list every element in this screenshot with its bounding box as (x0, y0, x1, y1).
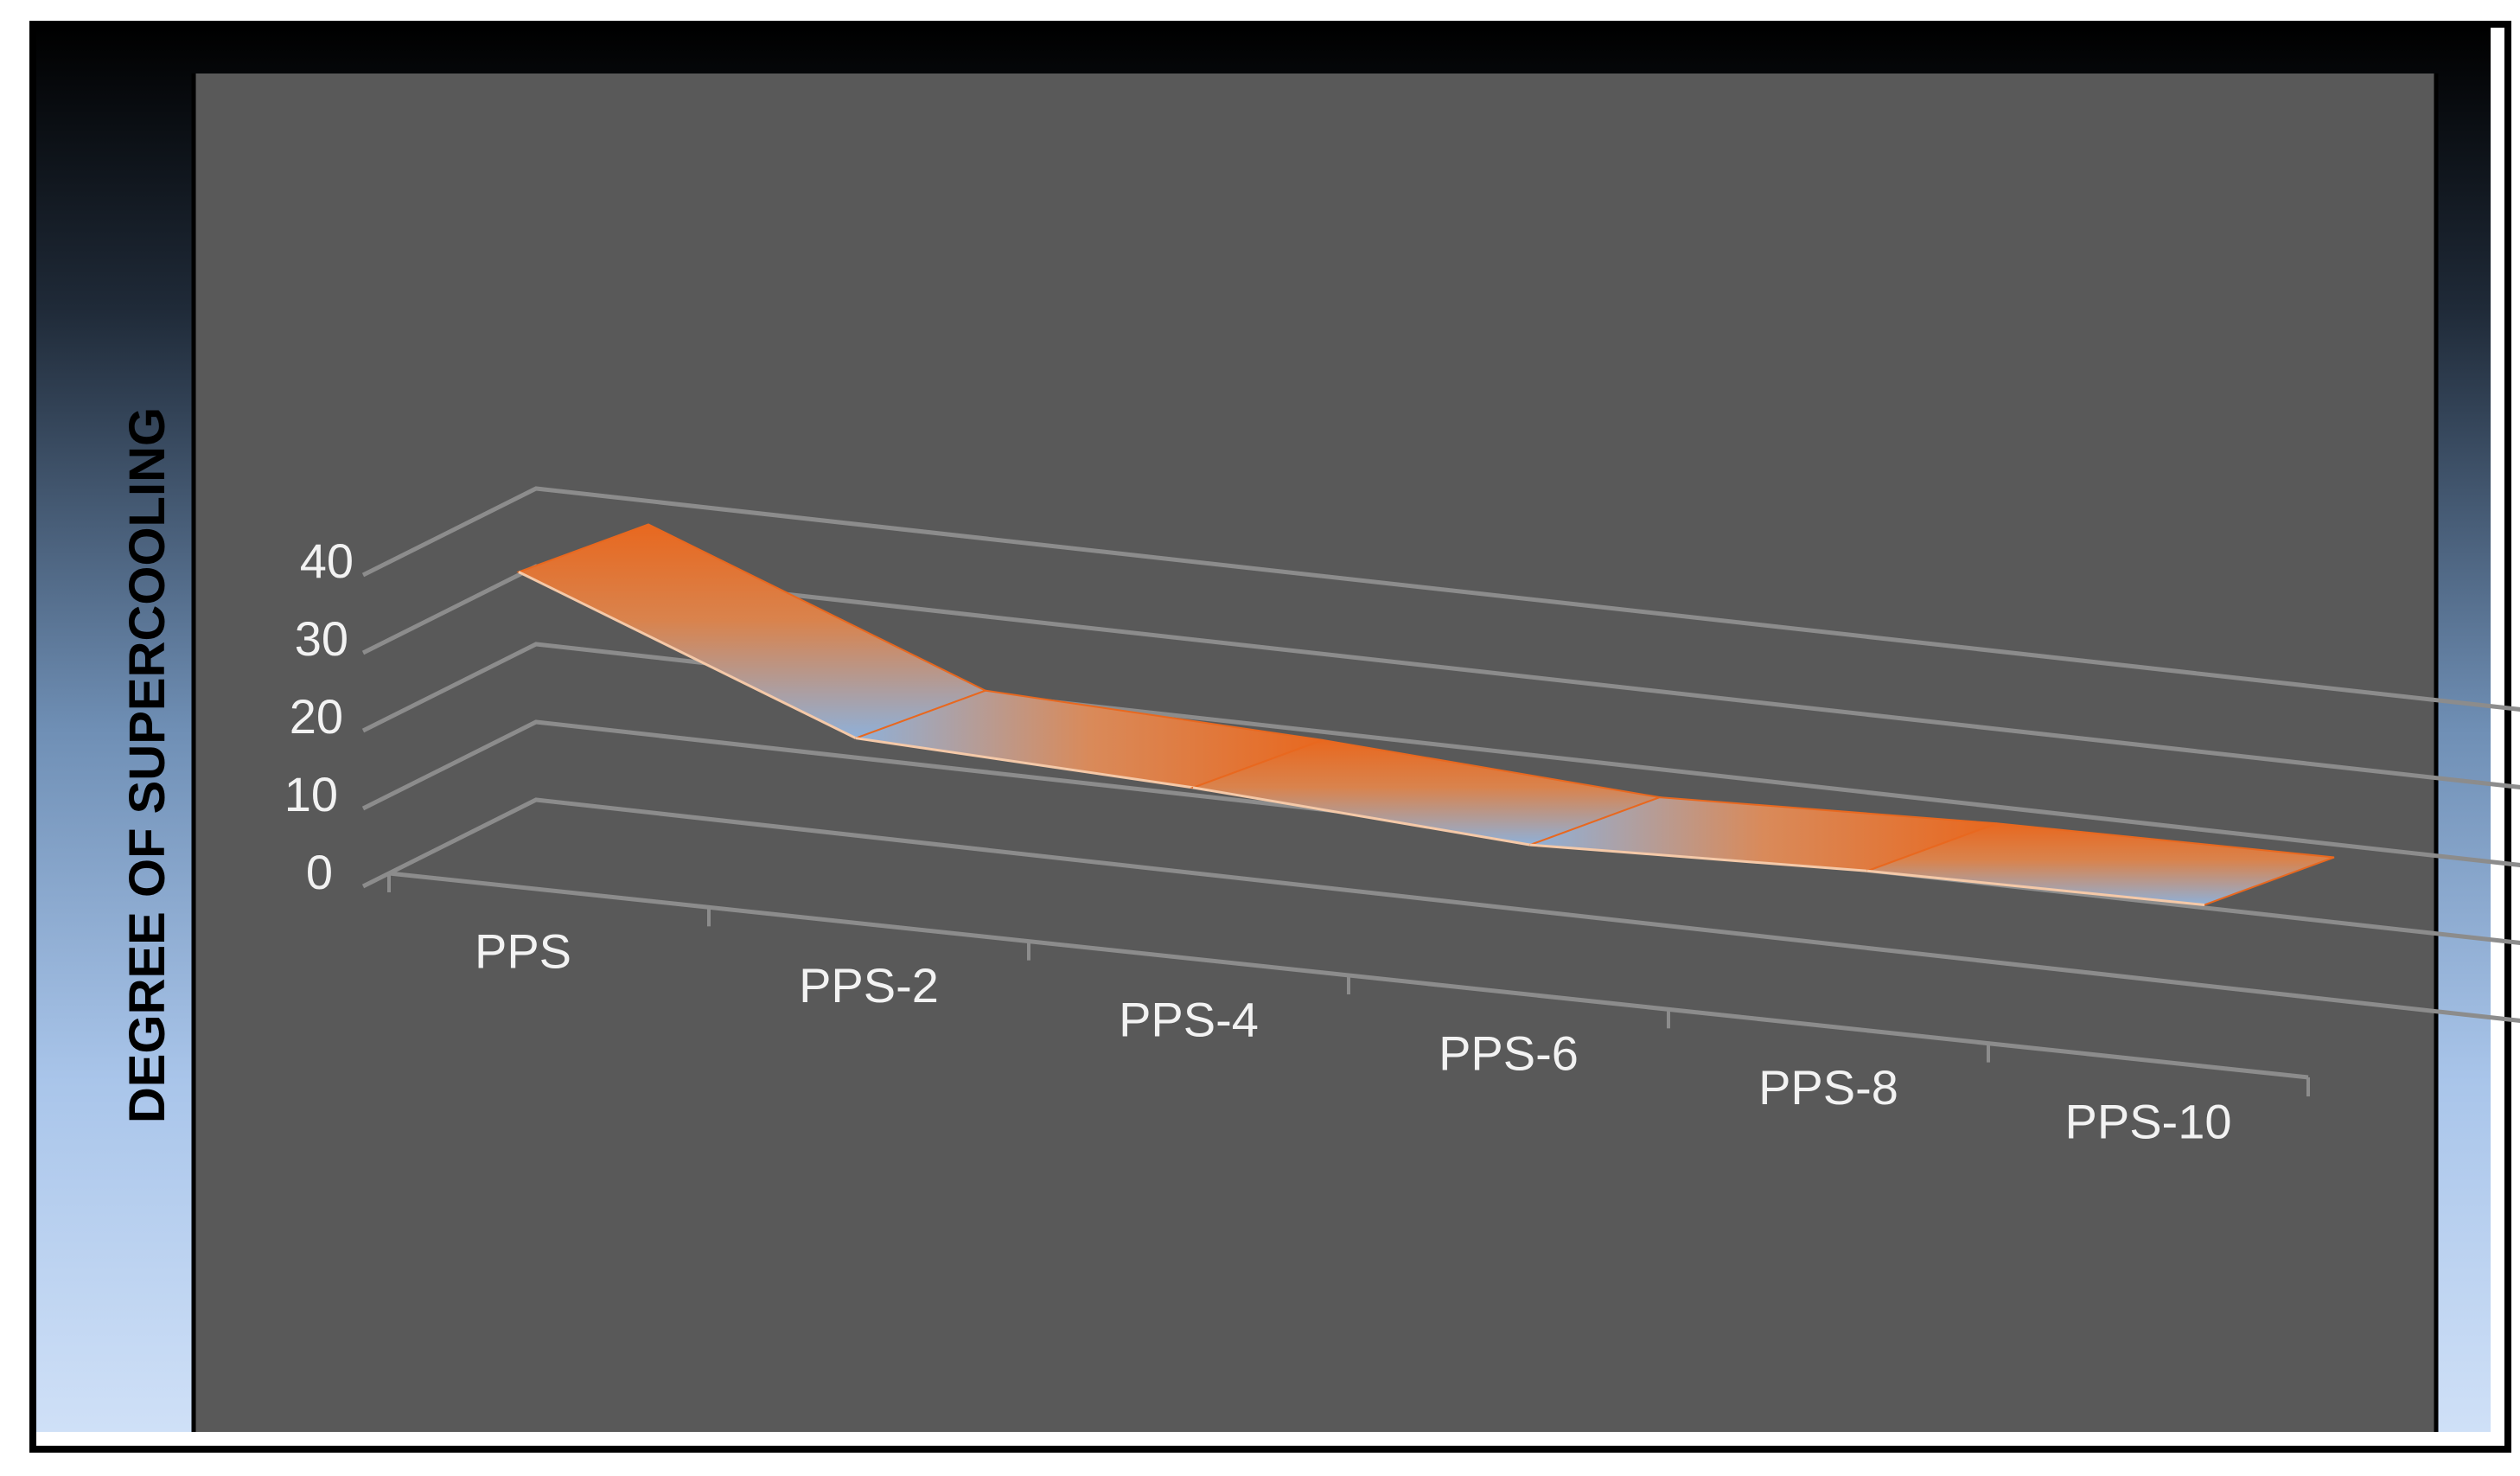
x-tick-label: PPS-4 (1119, 992, 1259, 1046)
ribbon-edge (1192, 786, 1531, 847)
ribbon-edge (1529, 843, 1868, 872)
ribbon-edge (1866, 869, 2205, 906)
x-tick-label: PPS-10 (2065, 1094, 2232, 1148)
y-tick-labels: 0 10 20 30 40 (284, 534, 354, 899)
y-tick-label: 30 (295, 611, 348, 666)
y-tick-label: 20 (290, 689, 343, 744)
ribbon-edge (855, 737, 1194, 789)
x-tick-label: PPS-2 (799, 958, 939, 1013)
ribbon-edge (518, 571, 857, 740)
x-tick-label: PPS-6 (1439, 1026, 1579, 1081)
x-tick-labels: PPS PPS-2 PPS-4 PPS-6 PPS-8 PPS-10 (475, 924, 2232, 1149)
gridline (361, 486, 2520, 712)
x-tick-label: PPS-8 (1758, 1060, 1898, 1115)
y-axis-label: DEGREE OF SUPERCOOLING (119, 407, 175, 1123)
data-ribbon (516, 523, 2335, 906)
y-tick-label: 10 (284, 767, 338, 821)
gridline (361, 797, 2520, 1023)
y-tick-label: 0 (306, 845, 333, 899)
gridline (361, 642, 2520, 867)
y-tick-label: 40 (300, 534, 354, 588)
x-axis (387, 871, 2310, 1096)
chart-frame (29, 21, 2511, 1453)
x-tick-label: PPS (475, 924, 571, 979)
